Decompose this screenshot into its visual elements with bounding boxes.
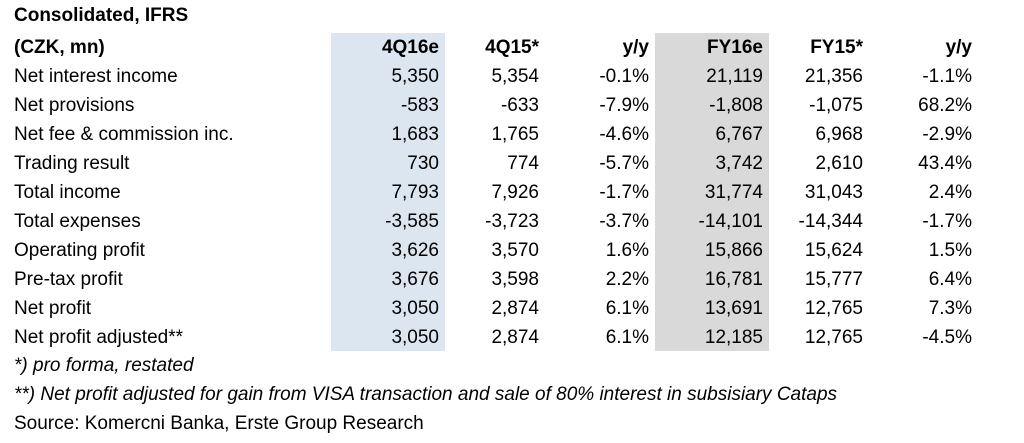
value-4q16e: 1,683	[391, 124, 439, 145]
value-yy-quarter: -5.7%	[599, 153, 649, 174]
row-label: Trading result	[14, 153, 130, 174]
value-4q16e: 5,350	[391, 66, 439, 87]
value-yy-year: -1.7%	[922, 211, 972, 232]
value-fy16e: -1,808	[709, 95, 763, 116]
table-row: Total expenses -3,585 -3,723 -3.7% -14,101 -1…	[0, 207, 1000, 236]
value-4q16e: 3,050	[391, 298, 439, 319]
value-yy-quarter: -1.7%	[599, 182, 649, 203]
table-row: Net provisions -583 -633 -7.9% -1,808 -1,075 6…	[0, 91, 1000, 120]
financial-table: (CZK, mn) 4Q16e 4Q15* y/y FY16e FY15* y/…	[0, 33, 1000, 352]
value-yy-quarter: 2.2%	[605, 269, 649, 290]
table-row: Net interest income 5,350 5,354 -0.1% 21,119…	[0, 62, 1000, 91]
table-row: Net profit 3,050 2,874 6.1% 13,691 12,765 7.3%	[0, 294, 1000, 323]
value-4q15: 5,354	[491, 66, 539, 87]
value-4q16e: 730	[407, 153, 439, 174]
value-yy-year: 2.4%	[928, 182, 972, 203]
value-fy15: 2,610	[815, 153, 863, 174]
value-fy15: 12,765	[804, 327, 863, 348]
table-notes: *) pro forma, restated **) Net profit ad…	[14, 351, 1024, 438]
value-4q16e: 3,050	[391, 327, 439, 348]
value-yy-quarter: -0.1%	[599, 66, 649, 87]
quarter-column-shade	[331, 33, 445, 351]
value-yy-quarter: -7.9%	[599, 95, 649, 116]
footnote-adjusted: **) Net profit adjusted for gain from VI…	[14, 384, 838, 405]
value-yy-year: -1.1%	[922, 66, 972, 87]
footnote-pro-forma: *) pro forma, restated	[14, 355, 194, 376]
value-fy15: 12,765	[804, 298, 863, 319]
value-fy16e: 3,742	[715, 153, 763, 174]
value-4q15: 2,874	[491, 298, 539, 319]
value-yy-quarter: 6.1%	[605, 298, 649, 319]
table-row: Net profit adjusted** 3,050 2,874 6.1% 12,18…	[0, 323, 1000, 352]
value-4q16e: 7,793	[391, 182, 439, 203]
value-fy16e: -14,101	[698, 211, 763, 232]
value-4q15: 1,765	[491, 124, 539, 145]
value-fy15: 6,968	[815, 124, 863, 145]
row-label: Net interest income	[14, 66, 178, 87]
value-fy15: 21,356	[804, 66, 863, 87]
value-fy16e: 15,866	[704, 240, 763, 261]
value-fy15: 15,624	[804, 240, 863, 261]
column-header-4q16e: 4Q16e	[381, 37, 439, 58]
table-title: Consolidated, IFRS	[14, 5, 189, 26]
row-label: Net fee & commission inc.	[14, 124, 234, 145]
value-yy-year: 43.4%	[918, 153, 972, 174]
value-4q15: 2,874	[491, 327, 539, 348]
column-header-fy16e: FY16e	[707, 37, 763, 58]
value-yy-year: -4.5%	[922, 327, 972, 348]
value-yy-quarter: 6.1%	[605, 327, 649, 348]
value-4q16e: 3,676	[391, 269, 439, 290]
row-label: Net provisions	[14, 95, 135, 116]
column-header-yy-quarter: y/y	[622, 37, 649, 58]
value-fy15: 15,777	[804, 269, 863, 290]
value-yy-quarter: 1.6%	[605, 240, 649, 261]
value-4q15: 7,926	[491, 182, 539, 203]
value-4q15: -633	[500, 95, 539, 116]
column-header-yy-year: y/y	[945, 37, 972, 58]
value-fy16e: 31,774	[704, 182, 763, 203]
value-fy15: -14,344	[798, 211, 863, 232]
table-row: Total income 7,793 7,926 -1.7% 31,774 31,043 2…	[0, 178, 1000, 207]
value-yy-year: 1.5%	[928, 240, 972, 261]
value-4q16e: -3,585	[385, 211, 439, 232]
value-yy-year: -2.9%	[922, 124, 972, 145]
column-header-fy15: FY15*	[810, 37, 863, 58]
value-yy-year: 7.3%	[928, 298, 972, 319]
table-header-row: (CZK, mn) 4Q16e 4Q15* y/y FY16e FY15* y/…	[0, 33, 1000, 62]
table-row: Pre-tax profit 3,676 3,598 2.2% 16,781 15,777…	[0, 265, 1000, 294]
table-body: Net interest income 5,350 5,354 -0.1% 21,119…	[0, 62, 1000, 352]
value-yy-year: 68.2%	[918, 95, 972, 116]
source-note: Source: Komercni Banka, Erste Group Rese…	[14, 413, 424, 434]
value-fy16e: 21,119	[706, 66, 763, 87]
row-label: Operating profit	[14, 240, 145, 261]
row-label: Pre-tax profit	[14, 269, 123, 290]
value-fy16e: 13,691	[704, 298, 763, 319]
column-header-4q15: 4Q15*	[485, 37, 539, 58]
row-label: Total expenses	[14, 211, 141, 232]
value-fy15: -1,075	[809, 95, 863, 116]
table-row: Trading result 730 774 -5.7% 3,742 2,610 43.4%	[0, 149, 1000, 178]
value-4q16e: 3,626	[391, 240, 439, 261]
value-4q15: 3,570	[491, 240, 539, 261]
value-yy-quarter: -4.6%	[599, 124, 649, 145]
row-label: Net profit	[14, 298, 92, 319]
row-label: Net profit adjusted**	[14, 327, 183, 348]
value-yy-quarter: -3.7%	[599, 211, 649, 232]
table-row: Operating profit 3,626 3,570 1.6% 15,866 15,6…	[0, 236, 1000, 265]
value-fy16e: 16,781	[704, 269, 763, 290]
value-4q15: -3,723	[485, 211, 539, 232]
value-fy15: 31,043	[804, 182, 863, 203]
value-fy16e: 6,767	[715, 124, 763, 145]
value-4q15: 3,598	[491, 269, 539, 290]
table-row: Net fee & commission inc. 1,683 1,765 -4.6%…	[0, 120, 1000, 149]
value-yy-year: 6.4%	[928, 269, 972, 290]
unit-label: (CZK, mn)	[14, 37, 105, 58]
value-fy16e: 12,185	[704, 327, 763, 348]
value-4q15: 774	[507, 153, 539, 174]
row-label: Total income	[14, 182, 121, 203]
value-4q16e: -583	[400, 95, 439, 116]
fiscal-year-column-shade	[655, 33, 769, 351]
